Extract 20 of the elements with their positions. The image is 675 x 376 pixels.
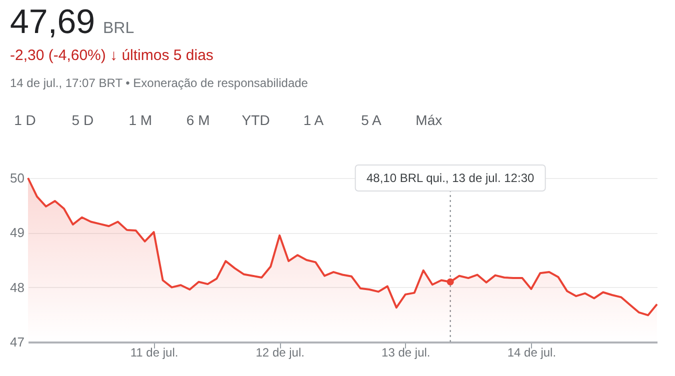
text: 1 A — [303, 112, 324, 128]
text: 6 M — [186, 112, 210, 128]
y-tick-label: 49 — [10, 225, 24, 240]
text: 5 D — [72, 112, 94, 128]
x-tick-label: 14 de jul. — [507, 346, 556, 360]
text: 1 M — [128, 112, 152, 128]
y-tick-label: 48 — [10, 280, 24, 295]
text: 1 D — [14, 112, 36, 128]
text: 5 A — [361, 112, 382, 128]
y-tick-label: 47 — [10, 334, 24, 350]
annotation: 48,10 BRL qui., 13 de jul. 12:30 — [366, 171, 534, 185]
chart-title: 47,69 BRL — [10, 3, 134, 41]
chart-subtitle: -2,30 (-4,60%) ↓ últimos 5 dias — [10, 47, 214, 64]
x-tick-label: 11 de jul. — [130, 346, 178, 360]
x-tick-label: 13 de jul. — [382, 346, 430, 360]
y-tick-label: 50 — [10, 170, 24, 186]
x-tick-label: 12 de jul. — [256, 346, 304, 360]
text: 14 de jul., 17:07 BRT • Exoneração de responsabilidade — [10, 76, 308, 90]
text: Máx — [416, 112, 442, 128]
text: YTD — [242, 112, 270, 128]
